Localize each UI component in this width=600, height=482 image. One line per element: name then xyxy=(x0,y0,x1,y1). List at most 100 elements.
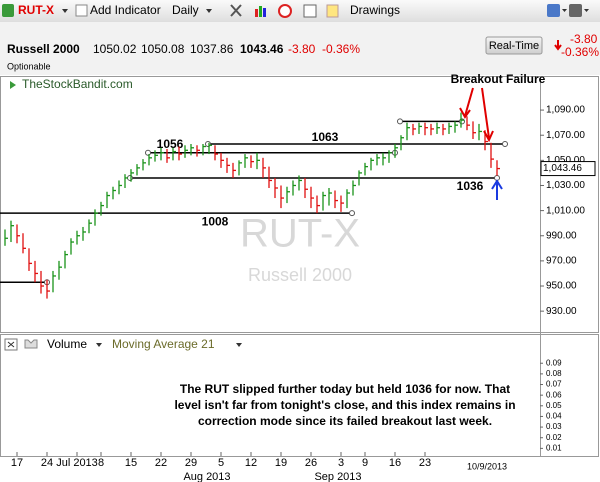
x-tick-label: 23 xyxy=(419,457,431,469)
quote-change-pct: -0.36% xyxy=(322,42,360,56)
tool-icons xyxy=(230,4,339,18)
x-tick-label: 24 xyxy=(41,457,53,469)
s-badge[interactable] xyxy=(547,4,560,17)
symbol[interactable]: RUT-X xyxy=(18,3,54,17)
volume-tick-label: 0.01 xyxy=(546,443,562,452)
last-price-box xyxy=(540,161,596,177)
volume-tick-label: 0.07 xyxy=(546,380,562,389)
quote-low: 1037.86 xyxy=(190,42,234,56)
month-label: Sep 2013 xyxy=(314,471,361,482)
y-tick-label: 1,010.00 xyxy=(546,205,585,216)
rt-change-pct: -0.36% xyxy=(561,45,599,59)
t-dropdown[interactable] xyxy=(584,9,589,12)
volume-tick-label: 0.06 xyxy=(546,390,562,399)
volume-tick-label: 0.02 xyxy=(546,433,562,442)
period-dropdown[interactable] xyxy=(206,9,212,13)
rt-change: -3.80 xyxy=(570,32,598,46)
volume-panel xyxy=(0,334,599,457)
volume-tick-label: 0.04 xyxy=(546,412,562,421)
x-tick-label: 8 xyxy=(98,457,104,469)
quote-name: Russell 2000 xyxy=(7,42,80,56)
y-tick-label: 930.00 xyxy=(546,306,577,317)
clock-icon[interactable] xyxy=(278,4,292,18)
realtime-label[interactable]: Real-Time xyxy=(489,40,539,52)
annotation: Breakout Failure xyxy=(451,72,546,86)
y-tick-label: 1,070.00 xyxy=(546,130,585,141)
bars-icon[interactable] xyxy=(259,6,262,17)
comment: correction mode since its failed breakou… xyxy=(198,414,492,428)
t-badge[interactable] xyxy=(569,4,582,17)
bars-icon[interactable] xyxy=(263,8,266,17)
x-tick-label: 16 xyxy=(389,457,401,469)
overlay-dropdown[interactable] xyxy=(236,343,242,347)
level-end xyxy=(145,149,151,156)
realtime-button[interactable] xyxy=(485,36,543,55)
watermark: RUT-X xyxy=(240,212,360,256)
symbol-dropdown[interactable] xyxy=(62,9,68,13)
period[interactable]: Daily xyxy=(172,3,199,17)
x-tick-label: 12 xyxy=(245,457,257,469)
bars-icon[interactable] xyxy=(255,9,258,17)
volume-label: Volume xyxy=(47,337,87,351)
note-icon[interactable] xyxy=(326,4,339,18)
level-end xyxy=(397,118,403,125)
comment: The RUT slipped further today but held 1… xyxy=(180,382,510,396)
close-x[interactable] xyxy=(7,341,15,348)
x-tick-label: 15 xyxy=(125,457,137,469)
level-label: 1008 xyxy=(202,214,229,228)
indicator-icon xyxy=(75,4,88,17)
price-panel xyxy=(0,76,599,333)
level-end xyxy=(127,174,133,181)
y-tick-label: 970.00 xyxy=(546,256,577,267)
date-stamp: 10/9/2013 xyxy=(467,461,507,471)
blue-arrow xyxy=(491,179,503,200)
calendar-icon[interactable] xyxy=(303,4,317,18)
level-label: 1036 xyxy=(457,179,484,193)
red-arrow xyxy=(481,87,494,143)
symbol-icon[interactable] xyxy=(2,4,14,17)
month-label: Aug 2013 xyxy=(183,471,230,482)
level-end xyxy=(502,141,508,148)
volume-tick-label: 0.08 xyxy=(546,369,562,378)
optionable: Optionable xyxy=(7,61,51,71)
x-tick-label: 3 xyxy=(338,457,344,469)
x-tick-label: Jul 2013 xyxy=(56,457,98,469)
quote-open: 1050.02 xyxy=(93,42,137,56)
toolbar xyxy=(0,0,600,22)
volume-tick-label: 0.03 xyxy=(546,422,562,431)
x-tick-label: 9 xyxy=(362,457,368,469)
x-tick-label: 26 xyxy=(305,457,317,469)
y-tick-label: 1,090.00 xyxy=(546,105,585,116)
quote-change: -3.80 xyxy=(288,42,316,56)
level-label: 1063 xyxy=(312,130,339,144)
s-dropdown[interactable] xyxy=(562,9,567,12)
x-tick-label: 17 xyxy=(11,457,23,469)
drawings[interactable]: Drawings xyxy=(350,3,400,17)
source: TheStockBandit.com xyxy=(22,77,133,91)
y-tick-label: 950.00 xyxy=(546,281,577,292)
add-indicator[interactable]: Add Indicator xyxy=(90,3,161,17)
x-tick-label: 29 xyxy=(185,457,197,469)
quote-high: 1050.08 xyxy=(141,42,185,56)
x-tick-label: 19 xyxy=(275,457,287,469)
comment: level isn't far from tonight's close, an… xyxy=(174,398,515,412)
overlay-label: Moving Average 21 xyxy=(112,337,215,351)
level-end xyxy=(349,210,355,217)
volume-icon xyxy=(24,339,38,349)
quote-last: 1043.46 xyxy=(240,42,284,56)
last-price-label: 1,043.46 xyxy=(543,163,582,174)
volume-tick-label: 0.05 xyxy=(546,401,562,410)
watermark-sub: Russell 2000 xyxy=(248,265,352,285)
volume-dropdown[interactable] xyxy=(96,343,102,347)
tools-icon[interactable] xyxy=(230,4,242,17)
red-arrow xyxy=(459,87,474,119)
down-arrow xyxy=(554,40,562,51)
y-tick-label: 1,030.00 xyxy=(546,180,585,191)
x-tick-label: 22 xyxy=(155,457,167,469)
x-tick-label: 5 xyxy=(218,457,224,469)
y-tick-label: 990.00 xyxy=(546,230,577,241)
source-icon xyxy=(10,81,16,89)
volume-tick-label: 0.09 xyxy=(546,358,562,367)
level-label: 1056 xyxy=(157,137,184,151)
